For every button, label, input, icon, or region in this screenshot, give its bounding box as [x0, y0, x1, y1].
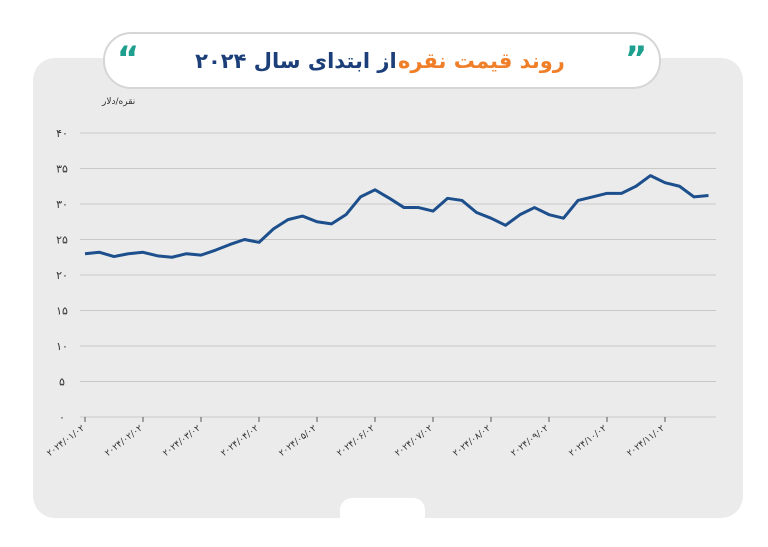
title-part: از ابتدای سال ۲۰۲۴	[195, 49, 397, 73]
quote-mark: ”	[625, 39, 647, 79]
data-line	[84, 174, 709, 259]
y-tick-label: ۳۰	[56, 198, 68, 211]
y-tick-label: ۴۰	[56, 127, 68, 140]
y-tick-label: ۲۰	[56, 269, 68, 282]
panel	[33, 58, 743, 518]
y-tick-label: ۳۵	[56, 163, 68, 176]
quote-mark: “	[117, 39, 139, 79]
title-part: روند قیمت نقره	[398, 49, 565, 73]
y-tick-label: ۲۵	[56, 234, 68, 247]
chart-title: روند قیمت نقره از ابتدای سال ۲۰۲۴	[195, 49, 565, 73]
tab	[340, 498, 425, 528]
title-pill	[103, 32, 661, 89]
y-axis-label: نقره/دلار	[101, 97, 135, 107]
y-tick-label: ۰	[59, 411, 65, 424]
y-tick-label: ۵	[59, 376, 65, 389]
y-tick-label: ۱۵	[56, 305, 68, 318]
y-tick-label: ۱۰	[56, 340, 68, 353]
